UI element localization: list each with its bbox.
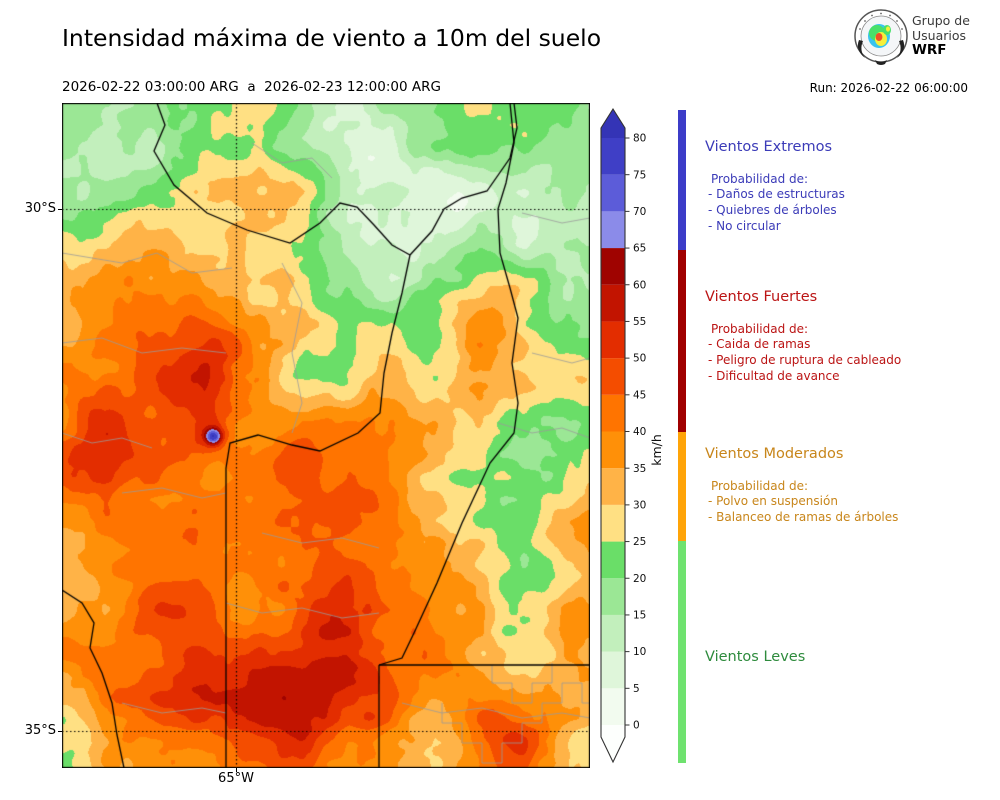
lat-label-30s: 30°S xyxy=(24,201,56,216)
colorbar-tick-label: 75 xyxy=(633,169,646,181)
category-bar-segment xyxy=(678,541,686,763)
logo-caption-line1: Grupo de xyxy=(912,13,970,28)
colorbar-tick-label: 70 xyxy=(633,206,646,218)
lat-tick-35s xyxy=(58,731,62,732)
legend-section-title: Vientos Leves xyxy=(705,649,806,665)
colorbar-tick-label: 55 xyxy=(633,316,646,328)
colorbar-band xyxy=(601,284,625,322)
colorbar-tick-label: 50 xyxy=(633,353,646,365)
colorbar: 0 5 10 15 20 25 30 35 40 45 50 55 60 65 70 75 80 km/h xyxy=(600,107,664,764)
legend-section-intro: Probabilidad de: xyxy=(711,172,809,186)
colorbar-band xyxy=(601,651,625,689)
colorbar-tick-label: 15 xyxy=(633,610,646,622)
lat-tick-30s xyxy=(58,209,62,210)
colorbar-band xyxy=(601,358,625,395)
colorbar-tick-label: 10 xyxy=(633,646,646,658)
legend-section-item: - Dificultad de avance xyxy=(708,369,840,383)
colorbar-band xyxy=(601,504,625,542)
wind-category-bar xyxy=(678,0,686,800)
legend-section: Vientos Fuertes Probabilidad de: - Caida d… xyxy=(705,289,997,384)
colorbar-band xyxy=(601,468,625,505)
colorbar-tick-label: 5 xyxy=(633,683,640,695)
colorbar-band xyxy=(601,211,625,249)
colorbar-band xyxy=(601,541,625,579)
logo-caption: Grupo de Usuarios WRF xyxy=(912,13,970,58)
colorbar-tick-label: 30 xyxy=(633,499,646,511)
logo-caption-wrf: WRF xyxy=(912,42,947,58)
page-title: Intensidad máxima de viento a 10m del su… xyxy=(62,24,602,52)
colorbar-band xyxy=(601,138,625,175)
category-bar-segment xyxy=(678,110,686,250)
model-run-label: Run: 2026-02-22 06:00:00 xyxy=(809,81,968,95)
legend-section: Vientos Leves xyxy=(705,649,997,665)
colorbar-tick-label: 0 xyxy=(633,720,640,732)
legend-section-title: Vientos Extremos xyxy=(705,139,833,155)
colorbar-under-arrow-icon xyxy=(601,725,625,762)
legend-section-item: - Quiebres de árboles xyxy=(708,203,837,217)
legend-section-item: - Balanceo de ramas de árboles xyxy=(708,510,899,524)
lon-tick-65w xyxy=(236,768,237,772)
colorbar-tick-label: 45 xyxy=(633,389,646,401)
legend-section-intro: Probabilidad de: xyxy=(711,322,809,336)
wind-intensity-map xyxy=(62,103,590,768)
category-bar-segment xyxy=(678,250,686,432)
colorbar-band xyxy=(601,431,625,469)
colorbar-outline xyxy=(600,107,626,764)
colorbar-tick-label: 40 xyxy=(633,426,646,438)
colorbar-tick-label: 65 xyxy=(633,243,646,255)
colorbar-tick-label: 20 xyxy=(633,573,646,585)
lon-label-65w: 65°W xyxy=(218,771,254,786)
legend-section-item: - Polvo en suspensión xyxy=(708,494,838,508)
legend-section-intro: Probabilidad de: xyxy=(711,479,809,493)
legend-section-title: Vientos Fuertes xyxy=(705,289,818,305)
wrf-users-group-logo-icon xyxy=(851,6,911,68)
valid-period-label: 2026-02-22 03:00:00 ARG a 2026-02-23 12:… xyxy=(62,79,441,95)
lat-label-35s: 35°S xyxy=(24,723,56,738)
legend-section-item: - No circular xyxy=(708,219,781,233)
colorbar-band xyxy=(601,174,625,212)
colorbar-band xyxy=(601,394,625,432)
legend-section-item: - Daños de estructuras xyxy=(708,187,845,201)
colorbar-band xyxy=(601,688,625,725)
colorbar-tick-label: 60 xyxy=(633,279,646,291)
colorbar-band xyxy=(601,321,625,359)
wind-category-legend: Vientos Extremos Probabilidad de: - Daños … xyxy=(705,0,997,800)
colorbar-tick-label: 25 xyxy=(633,536,646,548)
colorbar-tick-label: 80 xyxy=(633,133,646,145)
legend-section: Vientos Extremos Probabilidad de: - Daños … xyxy=(705,139,997,234)
colorbar-tick-label: 35 xyxy=(633,463,646,475)
wind-field-canvas xyxy=(62,103,590,768)
colorbar-band xyxy=(601,248,625,285)
legend-section-title: Vientos Moderados xyxy=(705,446,844,462)
legend-section: Vientos Moderados Probabilidad de: - Polvo… xyxy=(705,446,997,525)
category-bar-segment xyxy=(678,432,686,541)
colorbar-unit-label: km/h xyxy=(649,434,664,466)
legend-section-item: - Peligro de ruptura de cableado xyxy=(708,353,902,367)
logo-caption-line2: Usuarios xyxy=(912,28,967,43)
legend-section-item: - Caida de ramas xyxy=(708,337,811,351)
colorbar-over-arrow-icon xyxy=(601,109,625,138)
colorbar-band xyxy=(601,614,625,652)
colorbar-band xyxy=(601,578,625,615)
